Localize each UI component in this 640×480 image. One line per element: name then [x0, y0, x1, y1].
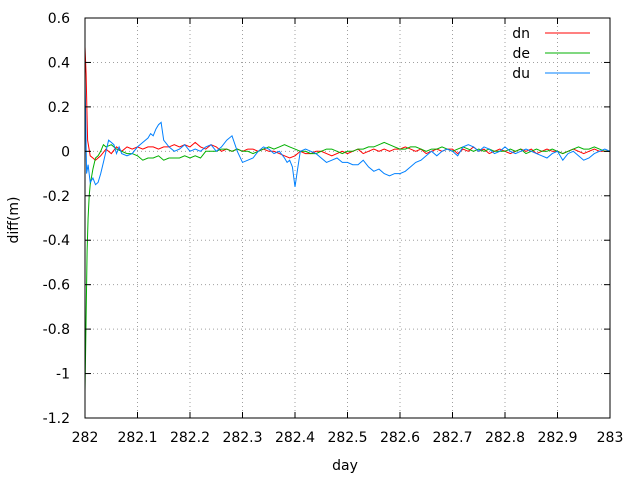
y-tick-label: -0.4 [43, 233, 70, 249]
y-tick-label: -1.2 [43, 411, 70, 427]
x-axis-label: day [332, 458, 358, 474]
y-axis-label: diff(m) [6, 197, 22, 244]
series-line-dn [84, 46, 610, 161]
y-tick-label: 0 [61, 144, 70, 160]
y-tick-label: 0.6 [48, 11, 70, 27]
series-line-de [84, 141, 610, 392]
x-tick-label: 283 [597, 430, 624, 446]
x-tick-label: 282.1 [117, 430, 157, 446]
x-tick-label: 282.5 [327, 430, 367, 446]
x-tick-label: 282.9 [537, 430, 577, 446]
y-tick-label: 0.2 [48, 100, 70, 116]
legend-label-dn: dn [512, 26, 530, 42]
series-line-du [84, 77, 611, 187]
legend-label-du: du [512, 66, 530, 82]
x-tick-label: 282.8 [485, 430, 525, 446]
x-tick-label: 282.7 [432, 430, 472, 446]
x-tick-label: 282 [72, 430, 99, 446]
series-layer [84, 46, 611, 392]
x-tick-label: 282.3 [222, 430, 262, 446]
y-tick-label: -0.2 [43, 189, 70, 205]
legend: dn de du [512, 26, 590, 82]
y-tick-label: 0.4 [48, 55, 70, 71]
y-tick-label: -0.8 [43, 322, 70, 338]
x-tick-label: 282.6 [380, 430, 420, 446]
legend-label-de: de [513, 46, 531, 62]
tick-labels: 282 282.1 282.2 282.3 282.4 282.5 282.6 282.7 28… [43, 11, 624, 446]
y-tick-label: -0.6 [43, 278, 70, 294]
x-tick-label: 282.4 [275, 430, 315, 446]
ticks [84, 17, 611, 419]
grid [85, 18, 610, 418]
y-tick-label: -1 [56, 367, 70, 383]
x-tick-label: 282.2 [170, 430, 210, 446]
